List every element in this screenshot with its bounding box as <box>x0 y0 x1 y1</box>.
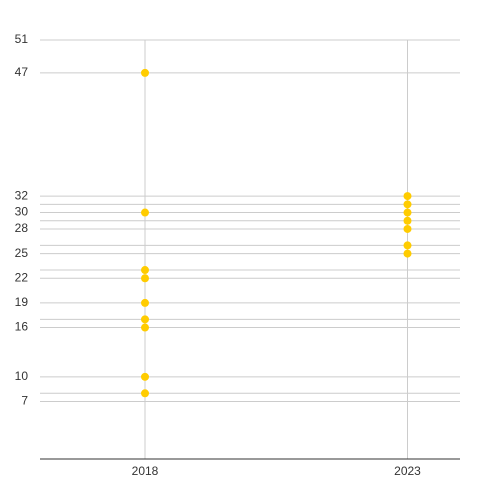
point <box>141 298 149 307</box>
y-tick-label: 16 <box>15 320 29 334</box>
point <box>141 208 149 217</box>
y-tick-label: 7 <box>21 394 28 408</box>
x-tick-label: 2023 <box>394 464 421 478</box>
point <box>141 372 149 381</box>
point <box>141 323 149 332</box>
x-tick-label: 2018 <box>132 464 159 478</box>
point <box>141 315 149 324</box>
point <box>403 208 412 217</box>
y-tick-label: 19 <box>15 295 29 309</box>
y-tick-label: 32 <box>15 188 29 202</box>
point <box>403 192 412 201</box>
point <box>403 241 412 250</box>
point <box>403 224 412 233</box>
point <box>403 216 412 225</box>
y-tick-label: 30 <box>15 205 29 219</box>
y-tick-label: 10 <box>15 369 29 383</box>
point <box>403 249 412 258</box>
y-tick-label: 47 <box>15 65 29 79</box>
y-tick-label: 28 <box>15 221 29 235</box>
y-tick-label: 22 <box>15 270 29 284</box>
y-tick-label: 25 <box>15 246 29 260</box>
point <box>141 68 149 77</box>
point <box>141 389 149 398</box>
point <box>403 200 412 209</box>
point <box>141 274 149 283</box>
y-tick-label: 51 <box>15 32 29 46</box>
point <box>141 266 149 275</box>
